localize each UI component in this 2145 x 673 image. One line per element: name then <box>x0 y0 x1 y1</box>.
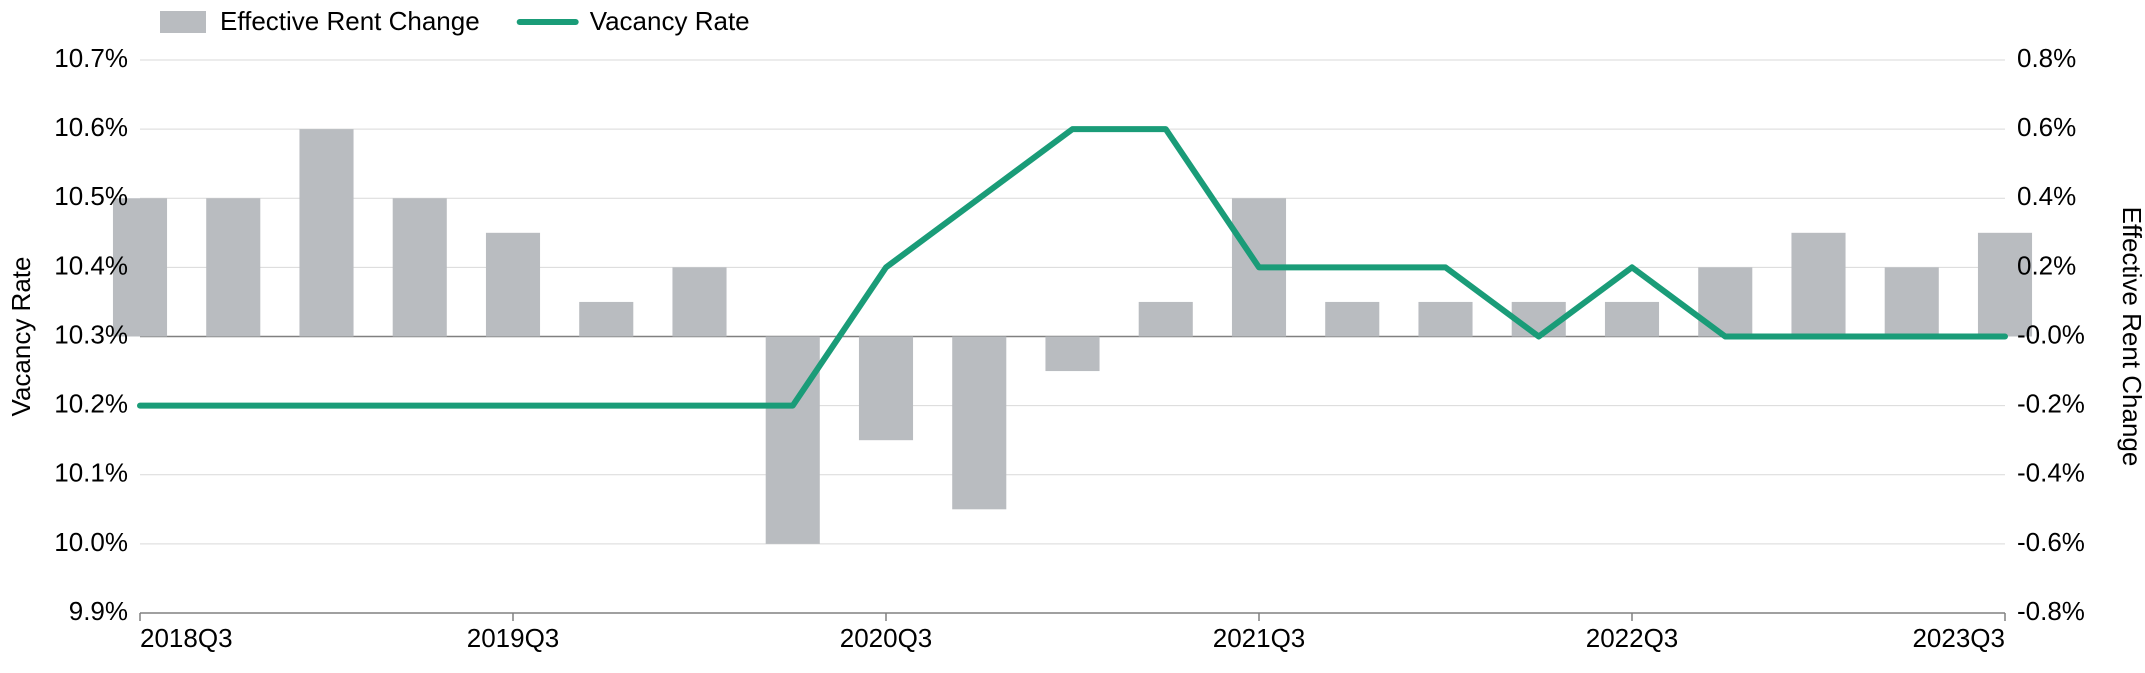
left-axis-tick-label: 10.1% <box>54 458 128 488</box>
bar <box>579 302 633 337</box>
x-axis-tick-label: 2023Q3 <box>1912 623 2005 653</box>
bar <box>672 267 726 336</box>
bar <box>766 337 820 544</box>
legend-label-line: Vacancy Rate <box>590 6 750 36</box>
legend-label-bars: Effective Rent Change <box>220 6 480 36</box>
legend-swatch-bars <box>160 11 206 33</box>
x-axis-tick-label: 2020Q3 <box>840 623 933 653</box>
right-axis-tick-label: -0.8% <box>2017 596 2085 626</box>
bar <box>1045 337 1099 372</box>
left-axis-tick-label: 10.5% <box>54 181 128 211</box>
bar <box>1418 302 1472 337</box>
x-axis-tick-label: 2019Q3 <box>467 623 560 653</box>
right-axis-tick-label: 0.2% <box>2017 250 2076 280</box>
left-axis-tick-label: 10.0% <box>54 527 128 557</box>
left-axis-tick-label: 10.7% <box>54 43 128 73</box>
bar <box>393 198 447 336</box>
bar <box>952 337 1006 510</box>
right-axis-title: Effective Rent Change <box>2117 207 2145 467</box>
right-axis-tick-label: 0.8% <box>2017 43 2076 73</box>
bar <box>859 337 913 441</box>
bar <box>1605 302 1659 337</box>
right-axis-tick-label: 0.4% <box>2017 181 2076 211</box>
right-axis-tick-label: -0.6% <box>2017 527 2085 557</box>
chart-svg: 9.9% 10.0% 10.1% 10.2% 10.3% 10.4% 10.5% 10.6% 1… <box>0 0 2145 673</box>
x-axis-tick-label: 2018Q3 <box>140 623 233 653</box>
bar <box>1139 302 1193 337</box>
left-axis-tick-label: 10.4% <box>54 250 128 280</box>
right-axis-tick-label: -0.4% <box>2017 458 2085 488</box>
bar <box>206 198 260 336</box>
dual-axis-chart: 9.9% 10.0% 10.1% 10.2% 10.3% 10.4% 10.5% 10.6% 1… <box>0 0 2145 673</box>
bar <box>299 129 353 336</box>
right-axis-tick-label: 0.6% <box>2017 112 2076 142</box>
x-axis-tick-label: 2021Q3 <box>1213 623 1306 653</box>
legend: Effective Rent Change Vacancy Rate <box>160 6 750 36</box>
left-axis-tick-label: 10.3% <box>54 319 128 349</box>
left-axis-title: Vacancy Rate <box>6 257 36 417</box>
x-axis-tick-label: 2022Q3 <box>1586 623 1679 653</box>
bar <box>486 233 540 337</box>
left-axis-tick-label: 10.2% <box>54 389 128 419</box>
right-axis-tick-label: -0.0% <box>2017 319 2085 349</box>
left-axis-tick-label: 9.9% <box>69 596 128 626</box>
right-axis-tick-label: -0.2% <box>2017 389 2085 419</box>
left-axis-tick-label: 10.6% <box>54 112 128 142</box>
bar <box>1325 302 1379 337</box>
bar <box>1791 233 1845 337</box>
bar <box>1885 267 1939 336</box>
